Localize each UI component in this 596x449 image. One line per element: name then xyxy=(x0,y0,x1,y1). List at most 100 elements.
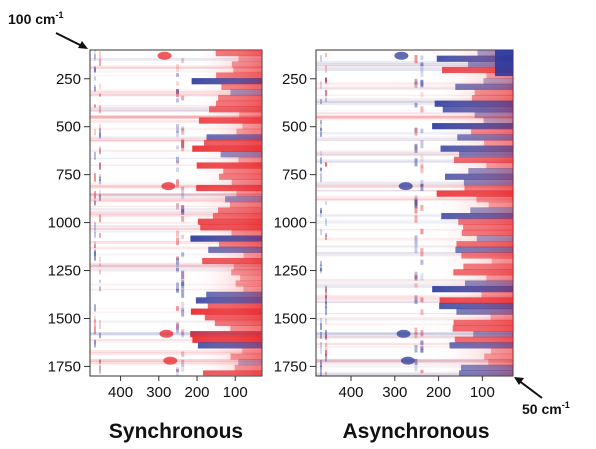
map-vertical-trace xyxy=(94,54,96,59)
map-streak xyxy=(316,282,513,285)
map-vertical-trace xyxy=(320,323,322,330)
map-streak xyxy=(90,109,262,112)
map-streak xyxy=(90,264,262,267)
map-vertical-trace xyxy=(325,349,327,356)
map-vertical-trace xyxy=(94,151,96,160)
map-streak xyxy=(90,222,262,224)
map-vertical-trace xyxy=(325,98,327,102)
map-vertical-trace xyxy=(414,271,418,280)
map-streak xyxy=(90,94,262,97)
map-streak xyxy=(90,115,262,118)
map-streak xyxy=(316,346,513,348)
map-streak xyxy=(90,57,262,61)
map-vertical-trace xyxy=(176,145,179,150)
map-streak xyxy=(90,228,262,230)
map-vertical-trace xyxy=(181,309,185,317)
map-streak xyxy=(316,195,513,198)
map-vertical-trace xyxy=(414,296,418,301)
map-vertical-trace xyxy=(420,183,424,187)
map-vertical-trace xyxy=(176,81,179,86)
map-vertical-trace xyxy=(94,304,96,312)
map-vertical-trace xyxy=(176,203,179,210)
map-streak xyxy=(316,198,513,201)
end-arrow xyxy=(517,379,543,399)
map-streak xyxy=(316,197,513,200)
map-vertical-trace xyxy=(181,279,185,286)
map-vertical-trace xyxy=(414,195,418,199)
map-vertical-trace xyxy=(420,340,424,345)
x-tick-label: 200 xyxy=(185,384,210,401)
map-vertical-trace xyxy=(99,320,101,330)
asynchronous-panel: 250 500 750 1000 1250 1500 1750 400 300 200 100 A… xyxy=(274,49,514,443)
map-streak xyxy=(316,317,513,320)
map-vertical-trace xyxy=(414,79,418,86)
y-tick-label: 750 xyxy=(56,167,81,184)
map-streak xyxy=(90,262,262,266)
map-vertical-trace xyxy=(320,346,322,355)
map-streak xyxy=(316,284,513,288)
map-streak xyxy=(90,136,262,138)
map-vertical-trace xyxy=(325,307,327,315)
map-vertical-trace xyxy=(414,199,418,207)
map-vertical-trace xyxy=(94,104,96,108)
map-streak xyxy=(316,119,513,121)
map-streak xyxy=(316,301,513,303)
map-streak xyxy=(90,140,262,142)
map-vertical-trace xyxy=(414,344,418,353)
map-streak xyxy=(316,131,513,135)
map-vertical-trace xyxy=(414,276,418,281)
map-vertical-trace xyxy=(420,106,424,113)
map-vertical-trace xyxy=(181,138,185,148)
map-streak xyxy=(316,214,513,217)
map-vertical-trace xyxy=(181,186,185,191)
map-streak xyxy=(316,154,513,157)
map-vertical-trace xyxy=(414,145,418,151)
map-vertical-trace xyxy=(181,289,185,298)
map-streak xyxy=(316,373,513,376)
synchronous-map xyxy=(90,50,262,376)
y-tick-label: 1250 xyxy=(274,263,307,280)
synchronous-title: Synchronous xyxy=(109,420,243,443)
map-streak xyxy=(90,107,262,111)
map-vertical-trace xyxy=(420,309,424,315)
x-tick-label: 300 xyxy=(382,384,407,401)
map-streak xyxy=(316,254,513,257)
map-vertical-trace xyxy=(181,126,185,131)
map-vertical-trace xyxy=(414,127,418,133)
map-streak xyxy=(316,245,513,249)
map-vertical-trace xyxy=(94,84,96,91)
map-streak xyxy=(90,136,262,139)
map-streak xyxy=(90,140,262,142)
map-vertical-trace xyxy=(325,53,327,58)
map-vertical-trace xyxy=(99,359,101,365)
y-tick-label: 1500 xyxy=(48,310,81,327)
map-vertical-trace xyxy=(320,331,322,339)
map-streak xyxy=(90,127,262,130)
map-vertical-trace xyxy=(181,301,185,310)
map-streak xyxy=(316,152,513,156)
map-streak xyxy=(316,220,513,224)
map-vertical-trace xyxy=(414,215,418,223)
map-streak xyxy=(90,205,262,207)
map-streak xyxy=(90,120,262,123)
map-vertical-trace xyxy=(94,222,96,231)
map-tint xyxy=(189,50,262,376)
map-vertical-trace xyxy=(325,89,327,96)
map-streak xyxy=(316,296,513,299)
y-tick-label: 1250 xyxy=(48,263,81,280)
map-vertical-trace xyxy=(420,184,424,191)
map-vertical-trace xyxy=(320,365,322,370)
map-streak xyxy=(90,93,262,97)
map-vertical-trace xyxy=(94,315,96,323)
map-vertical-trace xyxy=(181,351,185,357)
map-streak xyxy=(316,335,513,339)
map-vertical-trace xyxy=(325,318,327,325)
map-vertical-trace xyxy=(325,295,327,304)
y-tick-label: 1500 xyxy=(274,310,307,327)
map-vertical-trace xyxy=(325,353,327,362)
map-vertical-trace xyxy=(320,362,322,367)
map-vertical-trace xyxy=(176,367,179,371)
map-vertical-trace xyxy=(99,179,101,185)
map-vertical-trace xyxy=(325,371,327,376)
map-vertical-trace xyxy=(325,343,327,348)
